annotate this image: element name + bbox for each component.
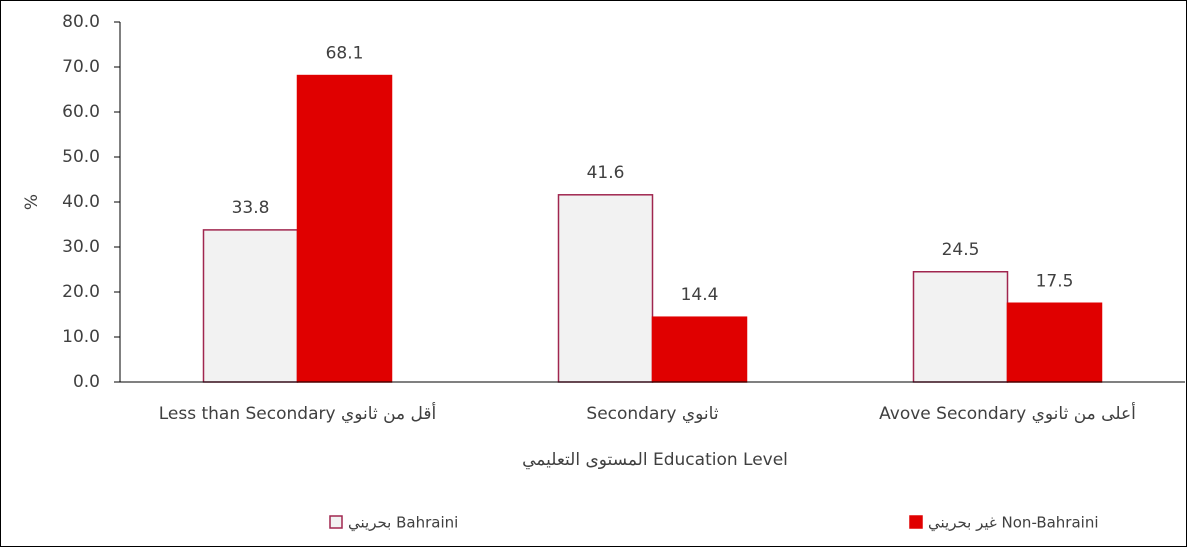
bar [557,194,654,383]
bar [1006,302,1103,383]
value-label: 14.4 [681,285,719,305]
y-tick-label: 20.0 [62,282,100,302]
legend-label: بحريني Bahraini [348,514,458,533]
value-label: 41.6 [587,163,625,183]
bar [912,271,1009,383]
y-tick-label: 70.0 [62,57,100,77]
legend-swatch [329,515,343,529]
x-axis-label: المستوى التعليمي Education Level [522,450,788,470]
y-tick-label: 80.0 [62,12,100,32]
y-axis-label: % [22,194,42,210]
y-tick-label: 10.0 [62,327,100,347]
value-label: 68.1 [326,44,364,64]
bar [202,229,299,383]
legend-swatch [909,515,923,529]
x-tick-label: Less than Secondary أقل من ثانوي [159,402,437,424]
value-label: 17.5 [1036,271,1074,291]
legend-label: غير بحريني Non-Bahraini [928,514,1099,533]
y-tick-label: 50.0 [62,147,100,167]
y-tick-label: 60.0 [62,102,100,122]
bar [651,316,748,383]
y-tick-label: 40.0 [62,192,100,212]
y-tick-label: 0.0 [73,372,100,392]
y-tick-label: 30.0 [62,237,100,257]
x-tick-label: Secondary ثانوي [586,404,718,424]
x-tick-label: Avove Secondary أعلى من ثانوي [879,402,1136,424]
value-label: 33.8 [232,198,270,218]
value-label: 24.5 [942,240,980,260]
bar [296,74,393,383]
